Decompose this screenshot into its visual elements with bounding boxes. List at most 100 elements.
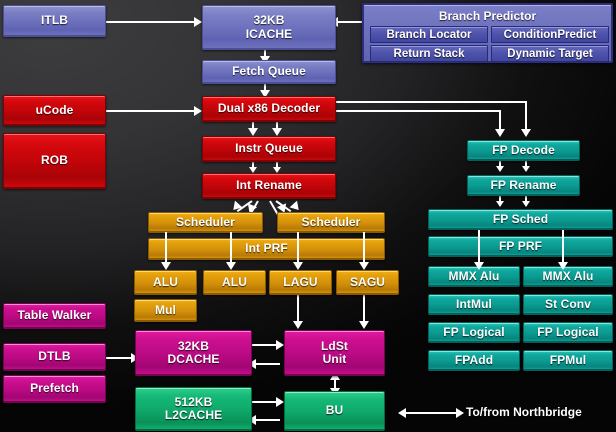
block-fetch-queue-label: Fetch Queue bbox=[232, 64, 306, 79]
block-intmul-label: IntMul bbox=[456, 296, 492, 311]
connector-instrqueue-to-intrename-b bbox=[276, 162, 278, 169]
block-l2cache-label: 512KB L2CACHE bbox=[164, 394, 223, 422]
arrowhead-northbridge-right bbox=[456, 408, 464, 418]
block-lagu-label: LAGU bbox=[283, 274, 318, 289]
cell-branch-locator-label: Branch Locator bbox=[386, 28, 472, 41]
block-l2cache[interactable]: 512KB L2CACHE bbox=[135, 387, 252, 431]
cell-return-stack[interactable]: Return Stack bbox=[370, 45, 488, 62]
block-st-conv[interactable]: St Conv bbox=[523, 294, 613, 315]
block-scheduler-right-label: Scheduler bbox=[301, 214, 361, 229]
arrowhead-bu-to-l2cache bbox=[248, 415, 256, 425]
block-fp-rename-label: FP Rename bbox=[490, 177, 557, 192]
connector-bp-to-icache bbox=[336, 21, 362, 23]
block-instr-queue-label: Instr Queue bbox=[235, 141, 303, 156]
connector-ldst-to-dcache bbox=[254, 363, 280, 365]
arrowhead-schedL-to-alu1 bbox=[161, 262, 171, 270]
block-rob[interactable]: ROB bbox=[3, 133, 106, 189]
block-st-conv-label: St Conv bbox=[544, 296, 592, 311]
cell-condition-predict[interactable]: ConditionPredict bbox=[491, 26, 609, 43]
block-fp-decode[interactable]: FP Decode bbox=[467, 140, 580, 161]
arrowhead-ldst-to-dcache bbox=[248, 359, 256, 369]
block-scheduler-left[interactable]: Scheduler bbox=[148, 212, 263, 233]
block-fp-sched-label: FP Sched bbox=[492, 211, 549, 226]
block-itlb[interactable]: ITLB bbox=[3, 5, 106, 37]
block-alu-2[interactable]: ALU bbox=[203, 270, 266, 295]
block-mul[interactable]: Mul bbox=[134, 299, 197, 322]
block-table-walker-label: Table Walker bbox=[17, 308, 92, 323]
arrowhead-itlb-to-icache bbox=[194, 17, 202, 27]
block-icache[interactable]: 32KB ICACHE bbox=[202, 5, 336, 50]
block-dtlb[interactable]: DTLB bbox=[3, 343, 106, 371]
block-mmx-alu-left-label: MMX Alu bbox=[448, 268, 500, 283]
block-fp-logical-right[interactable]: FP Logical bbox=[523, 322, 613, 343]
block-instr-queue[interactable]: Instr Queue bbox=[202, 136, 336, 162]
connector-dtlb-to-dcache bbox=[106, 357, 134, 359]
block-fp-logical-left[interactable]: FP Logical bbox=[428, 322, 520, 343]
block-itlb-label: ITLB bbox=[40, 13, 69, 28]
connector-itlb-to-icache bbox=[106, 21, 196, 23]
block-bu[interactable]: BU bbox=[284, 391, 385, 431]
block-ldst-unit[interactable]: LdSt Unit bbox=[284, 330, 385, 376]
connector-fpsched-to-mmx-right bbox=[562, 230, 564, 264]
block-int-prf[interactable]: Int PRF bbox=[148, 238, 385, 260]
arrowhead-northbridge-left bbox=[398, 408, 406, 418]
connector-schedR-to-sagu bbox=[363, 232, 365, 264]
block-dual-x86-decoder[interactable]: Dual x86 Decoder bbox=[202, 96, 336, 122]
block-mmx-alu-right-label: MMX Alu bbox=[542, 268, 594, 283]
block-fpmul[interactable]: FPMul bbox=[523, 350, 613, 371]
cell-dynamic-target[interactable]: Dynamic Target bbox=[491, 45, 609, 62]
block-fp-prf-label: FP PRF bbox=[498, 238, 543, 253]
block-fp-sched[interactable]: FP Sched bbox=[428, 209, 613, 230]
block-dual-x86-decoder-label: Dual x86 Decoder bbox=[217, 101, 321, 116]
arrowhead-fpsched-to-mmx-right bbox=[558, 262, 568, 270]
block-prefetch[interactable]: Prefetch bbox=[3, 375, 106, 403]
connector-ldst-to-bu bbox=[334, 378, 336, 391]
cell-return-stack-label: Return Stack bbox=[393, 47, 465, 60]
connector-icache-to-fetchqueue bbox=[264, 50, 266, 58]
block-sagu[interactable]: SAGU bbox=[336, 270, 399, 295]
block-fp-logical-left-label: FP Logical bbox=[443, 324, 505, 339]
arrowhead-fetchqueue-to-decoder bbox=[260, 90, 270, 98]
connector-l2cache-to-bu bbox=[252, 401, 278, 403]
connector-lagu-to-ldst bbox=[297, 295, 299, 323]
arrowhead-l2cache-to-bu bbox=[276, 397, 284, 407]
panel-branch-predictor[interactable]: Branch Predictor Branch Locator Conditio… bbox=[362, 3, 613, 63]
block-int-rename[interactable]: Int Rename bbox=[202, 173, 336, 199]
block-mmx-alu-right[interactable]: MMX Alu bbox=[523, 266, 613, 287]
block-intmul[interactable]: IntMul bbox=[428, 294, 520, 315]
arrowhead-fpsched-to-mmx-left bbox=[474, 262, 484, 270]
block-dcache[interactable]: 32KB DCACHE bbox=[135, 330, 252, 376]
block-dcache-label: 32KB DCACHE bbox=[167, 338, 220, 366]
block-lagu[interactable]: LAGU bbox=[269, 270, 332, 295]
arrowhead-decoder-to-fpdecode-inner bbox=[495, 129, 505, 137]
block-alu-1[interactable]: ALU bbox=[134, 270, 197, 295]
arrowhead-sagu-to-ldst bbox=[359, 321, 369, 329]
block-alu-1-label: ALU bbox=[153, 274, 178, 289]
block-fpadd[interactable]: FPAdd bbox=[428, 350, 520, 371]
connector-decoder-to-instrqueue-b bbox=[276, 122, 278, 131]
block-rob-label: ROB bbox=[41, 153, 68, 168]
block-fpmul-label: FPMul bbox=[549, 352, 587, 367]
arrowhead-fprename-to-fpsched-b bbox=[522, 201, 530, 207]
arrowhead-instrqueue-to-intrename-b bbox=[273, 167, 281, 173]
block-ucode[interactable]: uCode bbox=[3, 95, 106, 126]
block-table-walker[interactable]: Table Walker bbox=[3, 303, 106, 329]
cell-dynamic-target-label: Dynamic Target bbox=[507, 47, 593, 60]
arrowhead-decoder-to-instrqueue-a bbox=[248, 128, 258, 136]
block-fp-rename[interactable]: FP Rename bbox=[467, 175, 580, 196]
cell-condition-predict-label: ConditionPredict bbox=[503, 28, 597, 41]
arrowhead-dcache-to-ldst bbox=[276, 340, 284, 350]
block-scheduler-right[interactable]: Scheduler bbox=[277, 212, 385, 233]
arrowhead-instrqueue-to-intrename-a bbox=[249, 167, 257, 173]
block-fp-prf[interactable]: FP PRF bbox=[428, 236, 613, 257]
connector-schedL-to-alu2 bbox=[230, 232, 232, 264]
connector-ucode-to-decoder bbox=[106, 110, 196, 112]
block-fetch-queue[interactable]: Fetch Queue bbox=[202, 60, 336, 84]
block-fp-decode-label: FP Decode bbox=[492, 142, 555, 157]
connector-decoder-to-fpdecode-outer bbox=[336, 101, 527, 103]
connector-decoder-to-fpdecode-inner bbox=[336, 110, 501, 112]
cell-branch-locator[interactable]: Branch Locator bbox=[370, 26, 488, 43]
connector-bu-to-l2cache bbox=[254, 419, 280, 421]
arrowhead-decoder-to-instrqueue-b bbox=[272, 128, 282, 136]
arrowhead-fpdecode-to-fprename-b bbox=[522, 166, 530, 172]
